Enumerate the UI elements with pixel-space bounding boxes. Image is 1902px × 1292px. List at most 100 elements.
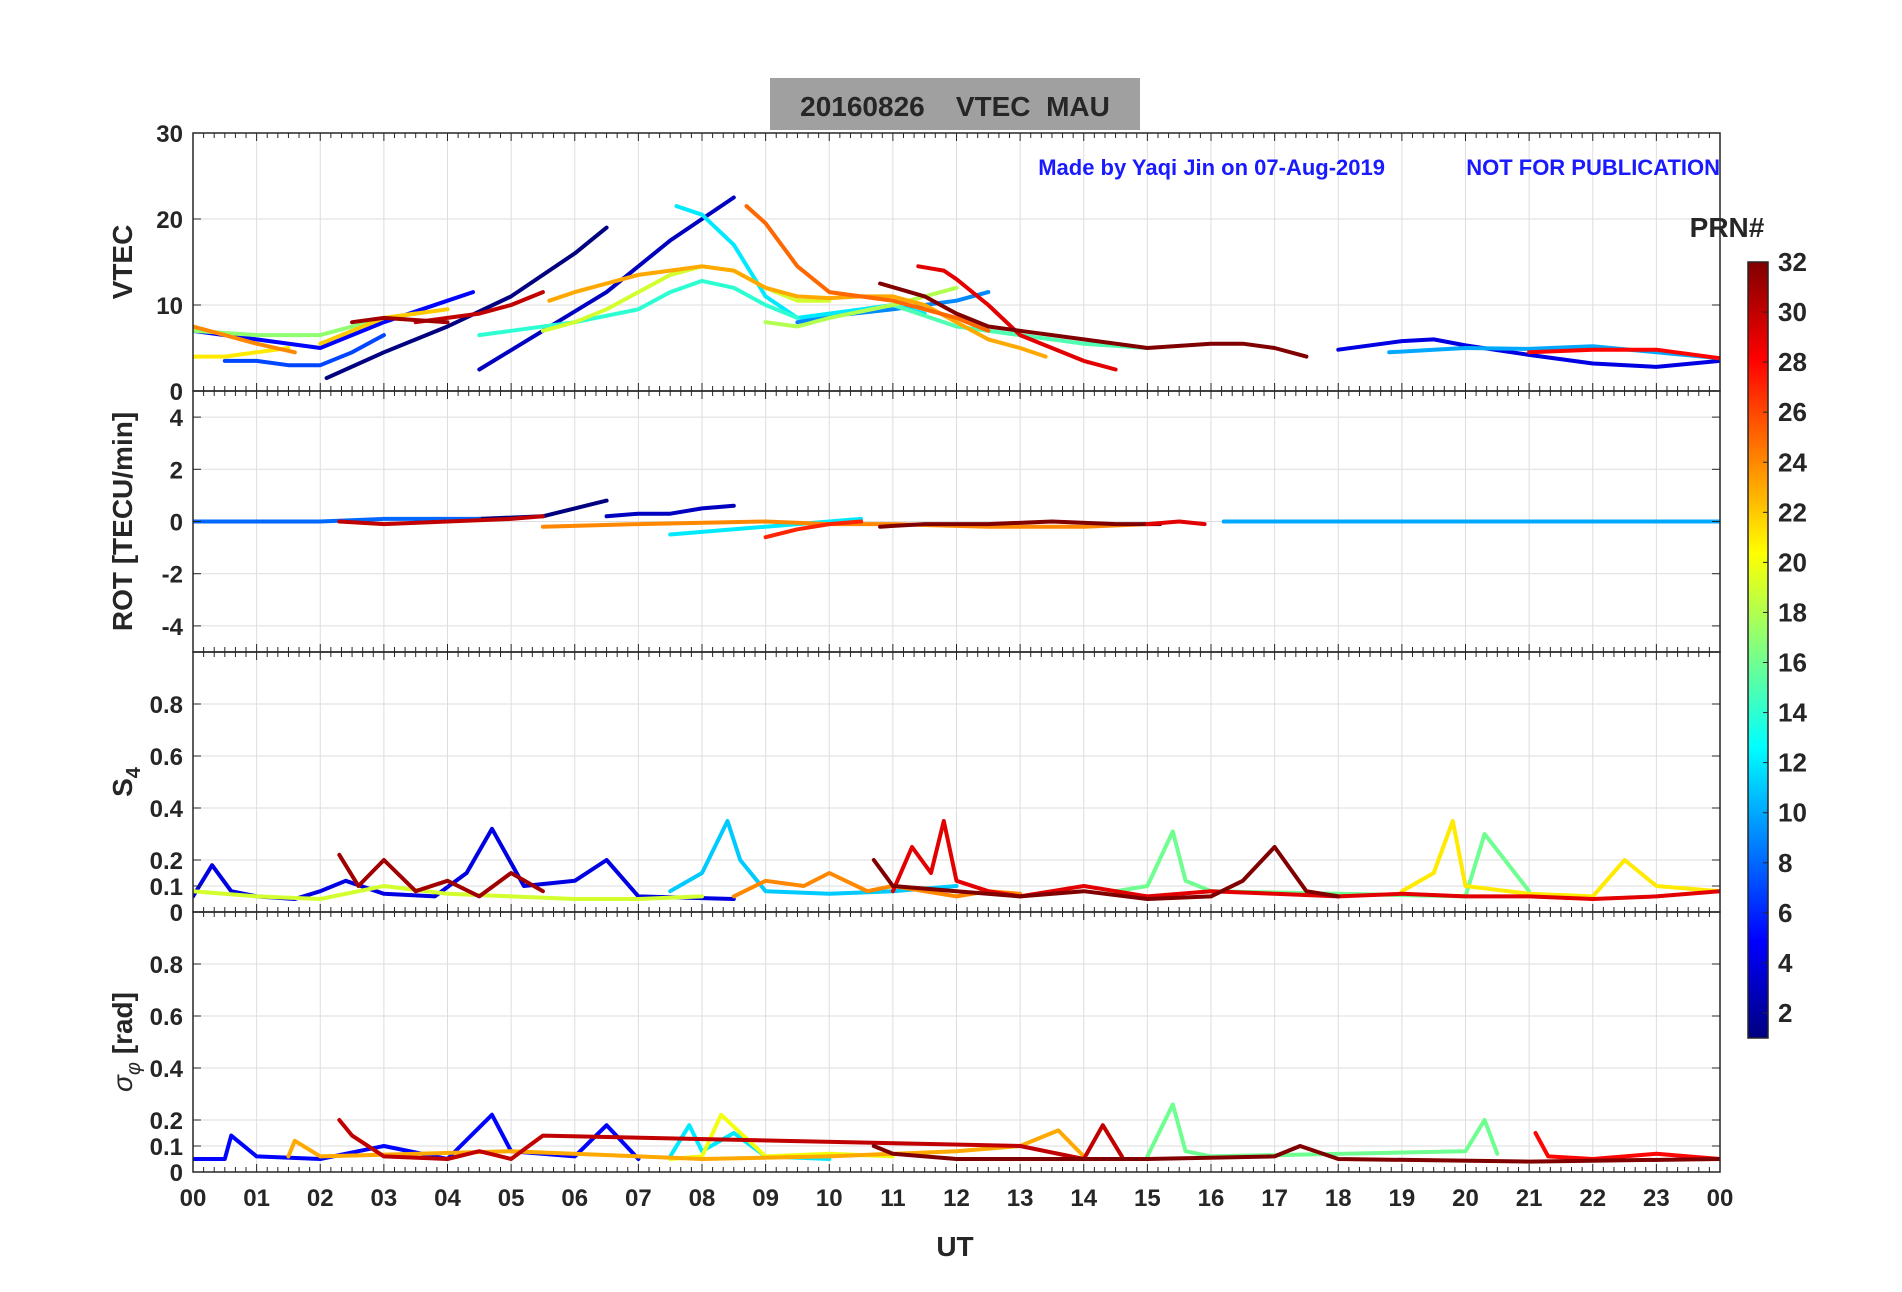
y-tick-label: 0.8 bbox=[150, 952, 183, 979]
series-line-prn-27 bbox=[763, 519, 864, 540]
y-tick-label: 4 bbox=[170, 405, 184, 432]
x-tick-label: 21 bbox=[1516, 1185, 1543, 1212]
x-tick-label: 09 bbox=[752, 1185, 779, 1212]
y-tick-label: 0.8 bbox=[150, 692, 183, 719]
colorbar-label: PRN# bbox=[1690, 212, 1765, 243]
series-line-prn-5 bbox=[193, 290, 475, 350]
x-tick-label: 10 bbox=[816, 1185, 843, 1212]
y-tick-label: 0.1 bbox=[150, 1134, 183, 1161]
y-axis-label-vtec: VTEC bbox=[107, 225, 138, 300]
colorbar-tick-label: 2 bbox=[1778, 998, 1792, 1028]
series-line-prn-32 bbox=[871, 845, 1341, 901]
y-tick-label: 0.2 bbox=[150, 1108, 183, 1135]
y-tick-label: 20 bbox=[156, 207, 183, 234]
y-tick-label: 2 bbox=[170, 457, 183, 484]
colorbar-tick-label: 28 bbox=[1778, 347, 1807, 377]
y-tick-label: 0.6 bbox=[150, 744, 183, 771]
colorbar-tick-label: 6 bbox=[1778, 898, 1792, 928]
chart-title: 20160826 VTEC MAU bbox=[800, 91, 1110, 122]
series-line-prn-14 bbox=[477, 278, 800, 338]
y-tick-label: 10 bbox=[156, 293, 183, 320]
x-tick-label: 23 bbox=[1643, 1185, 1670, 1212]
x-tick-label: 00 bbox=[180, 1185, 207, 1212]
series-line-prn-32 bbox=[871, 1144, 1720, 1164]
series-line-prn-29 bbox=[916, 264, 1118, 372]
colorbar-tick-label: 8 bbox=[1778, 848, 1792, 878]
x-tick-label: 04 bbox=[434, 1185, 461, 1212]
x-axis-label: UT bbox=[936, 1231, 973, 1262]
series-line-prn-1 bbox=[324, 225, 609, 381]
x-tick-label: 18 bbox=[1325, 1185, 1352, 1212]
x-tick-label: 16 bbox=[1198, 1185, 1225, 1212]
series-line-prn-10 bbox=[1387, 344, 1720, 361]
title-box bbox=[770, 78, 1140, 130]
x-tick-label: 08 bbox=[689, 1185, 716, 1212]
x-tick-label: 17 bbox=[1261, 1185, 1288, 1212]
x-tick-label: 06 bbox=[561, 1185, 588, 1212]
series-group bbox=[193, 195, 1720, 381]
x-tick-label: 19 bbox=[1389, 1185, 1416, 1212]
series-line-prn-23 bbox=[547, 264, 1048, 359]
series-line-prn-31 bbox=[337, 852, 545, 899]
y-tick-label: 0.4 bbox=[150, 796, 184, 823]
notice-annotation: NOT FOR PUBLICATION bbox=[1466, 155, 1720, 180]
series-group bbox=[193, 1102, 1720, 1164]
colorbar-tick-label: 18 bbox=[1778, 597, 1807, 627]
series-line-prn-11 bbox=[668, 819, 959, 896]
y-axis-label-s4: S4 bbox=[107, 766, 145, 797]
x-tick-label: 00 bbox=[1707, 1185, 1734, 1212]
series-line-prn-19 bbox=[540, 264, 832, 333]
x-tick-label: 12 bbox=[943, 1185, 970, 1212]
series-line-prn-23 bbox=[286, 1128, 1086, 1161]
series-line-prn-3 bbox=[477, 195, 736, 372]
series-line-prn-9 bbox=[795, 290, 991, 325]
colorbar-tick-label: 30 bbox=[1778, 297, 1807, 327]
colorbar-tick-label: 32 bbox=[1778, 247, 1807, 277]
colorbar-gradient bbox=[1747, 261, 1769, 1039]
x-tick-label: 03 bbox=[371, 1185, 398, 1212]
series-line-prn-3 bbox=[604, 503, 736, 519]
x-tick-label: 02 bbox=[307, 1185, 334, 1212]
panel-rot: -4 -2 0 2 4 ROT [TECU/min] bbox=[107, 390, 1721, 653]
colorbar-tick-label: 14 bbox=[1778, 698, 1807, 728]
series-line-prn-20 bbox=[668, 1112, 895, 1161]
series-line-prn-32 bbox=[878, 281, 1309, 359]
x-tick-label: 01 bbox=[243, 1185, 270, 1212]
panel-sigma_phi: 00.10.2 0.4 0.6 0.8σφ [rad] bbox=[107, 911, 1721, 1187]
x-tick-label: 15 bbox=[1134, 1185, 1161, 1212]
series-line-prn-31 bbox=[350, 315, 450, 325]
y-tick-label: 0.6 bbox=[150, 1004, 183, 1031]
colorbar-tick-label: 22 bbox=[1778, 497, 1807, 527]
series-group bbox=[193, 498, 1720, 540]
series-line-prn-29 bbox=[890, 819, 1720, 901]
y-tick-label: -4 bbox=[162, 614, 184, 641]
x-tick-label: 07 bbox=[625, 1185, 652, 1212]
series-line-prn-32 bbox=[878, 519, 1163, 529]
colorbar-tick-label: 16 bbox=[1778, 648, 1807, 678]
y-tick-label: 0.1 bbox=[150, 874, 183, 901]
x-tick-label: 11 bbox=[880, 1185, 905, 1212]
y-tick-label: 0 bbox=[170, 900, 183, 927]
panel-s4: 00.10.2 0.4 0.6 0.8 S4 bbox=[107, 651, 1721, 927]
series-line-prn-19 bbox=[193, 884, 704, 901]
x-tick-label: 13 bbox=[1007, 1185, 1034, 1212]
colorbar-tick-label: 12 bbox=[1778, 748, 1807, 778]
x-tick-label: 05 bbox=[498, 1185, 525, 1212]
series-line-prn-24 bbox=[193, 324, 297, 355]
colorbar-tick-label: 24 bbox=[1778, 447, 1807, 477]
colorbar-tick-label: 20 bbox=[1778, 547, 1807, 577]
series-line-prn-28 bbox=[1527, 347, 1720, 361]
y-tick-label: 0 bbox=[170, 379, 183, 406]
colorbar-tick-label: 10 bbox=[1778, 798, 1807, 828]
y-tick-label: 0.2 bbox=[150, 848, 183, 875]
series-line-prn-21 bbox=[1399, 819, 1720, 899]
series-line-prn-30 bbox=[337, 514, 545, 527]
y-tick-label: 0.4 bbox=[150, 1056, 184, 1083]
series-line-prn-18 bbox=[763, 285, 959, 329]
series-line-prn-16 bbox=[1113, 829, 1532, 899]
y-tick-label: 0 bbox=[170, 510, 183, 537]
series-line-prn-8 bbox=[193, 516, 482, 524]
